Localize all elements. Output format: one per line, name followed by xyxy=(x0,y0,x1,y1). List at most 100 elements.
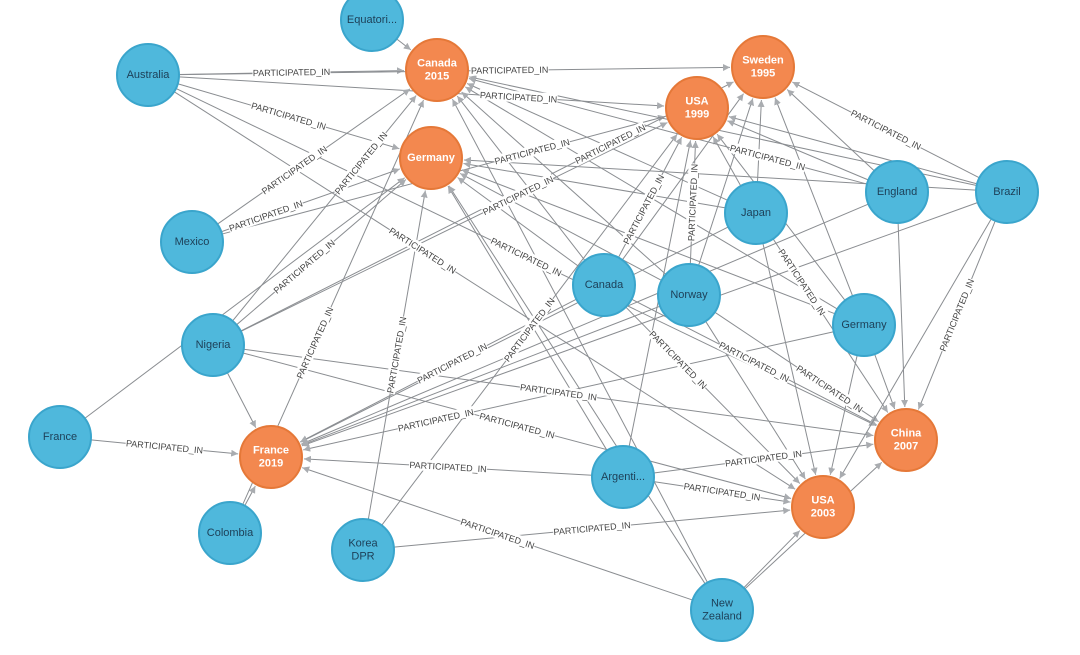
node-circle[interactable] xyxy=(340,0,404,52)
relationship-line[interactable] xyxy=(461,91,667,275)
team-node-france[interactable]: France xyxy=(28,405,92,469)
node-circle[interactable] xyxy=(591,445,655,509)
relationship-england-usa1999[interactable] xyxy=(727,120,869,181)
relationship-line[interactable] xyxy=(839,218,992,479)
team-node-norway[interactable]: Norway xyxy=(657,263,721,327)
relationship-brazil-usa2003[interactable] xyxy=(839,218,992,479)
relationship-line[interactable] xyxy=(451,98,708,583)
node-circle[interactable] xyxy=(975,160,1039,224)
relationship-nigeria-france2019[interactable] xyxy=(226,372,257,428)
team-node-koreadpr[interactable]: Korea DPR xyxy=(331,518,395,582)
relationship-germany-usa2003[interactable] xyxy=(828,355,858,475)
relationship-line[interactable] xyxy=(774,97,854,297)
relationship-line[interactable] xyxy=(173,91,796,490)
relationship-line[interactable] xyxy=(84,177,405,419)
relationship-line[interactable] xyxy=(396,38,412,51)
relationship-line[interactable] xyxy=(226,372,257,428)
relationship-japan-france2019[interactable] xyxy=(300,226,729,443)
relationship-canada-germanyT[interactable] xyxy=(457,177,580,268)
relationship-japan-canada2015[interactable] xyxy=(466,83,728,201)
node-circle[interactable] xyxy=(239,425,303,489)
relationship-line[interactable] xyxy=(463,161,726,209)
relationship-line[interactable] xyxy=(447,186,608,451)
node-circle[interactable] xyxy=(657,263,721,327)
relationship-germany-sweden1995[interactable] xyxy=(774,97,854,297)
relationship-nigeria-usa1999[interactable] xyxy=(240,122,668,332)
team-node-argentina[interactable]: Argenti... xyxy=(591,445,655,509)
team-node-equatorial[interactable]: Equatori... xyxy=(340,0,404,52)
relationship-line[interactable] xyxy=(466,83,728,201)
relationship-line[interactable] xyxy=(456,95,586,261)
team-node-mexico[interactable]: Mexico xyxy=(160,210,224,274)
node-circle[interactable] xyxy=(865,160,929,224)
node-circle[interactable] xyxy=(665,76,729,140)
node-circle[interactable] xyxy=(160,210,224,274)
relationship-line[interactable] xyxy=(448,185,706,585)
node-circle[interactable] xyxy=(116,43,180,107)
relationship-argentina-germanyT[interactable] xyxy=(447,186,608,451)
tournament-node-france2019[interactable]: France 2019 xyxy=(239,425,303,489)
relationship-japan-germanyT[interactable] xyxy=(463,161,726,209)
relationship-line[interactable] xyxy=(743,530,801,589)
tournament-node-usa1999[interactable]: USA 1999 xyxy=(665,76,729,140)
relationship-line[interactable] xyxy=(240,122,668,332)
relationship-norway-germanyT[interactable] xyxy=(459,173,662,281)
node-circle[interactable] xyxy=(832,293,896,357)
team-node-japan[interactable]: Japan xyxy=(724,181,788,245)
relationship-newzealand-usa2003[interactable] xyxy=(743,530,801,589)
relationship-line[interactable] xyxy=(786,89,875,172)
node-circle[interactable] xyxy=(181,313,245,377)
relationship-canada-canada2015[interactable] xyxy=(456,95,586,261)
relationship-england-sweden1995[interactable] xyxy=(786,89,875,172)
relationship-line[interactable] xyxy=(762,243,818,475)
team-node-canada[interactable]: Canada xyxy=(572,253,636,317)
relationship-japan-usa2003[interactable] xyxy=(762,243,818,475)
team-node-england[interactable]: England xyxy=(865,160,929,224)
node-circle[interactable] xyxy=(731,35,795,99)
team-node-newzealand[interactable]: New Zealand xyxy=(690,578,754,642)
node-circle[interactable] xyxy=(405,38,469,102)
relationship-france-germanyT[interactable] xyxy=(84,177,405,419)
node-circle[interactable] xyxy=(724,181,788,245)
relationship-line[interactable] xyxy=(459,173,662,281)
tournament-node-canada2015[interactable]: Canada 2015 xyxy=(405,38,469,102)
node-circle[interactable] xyxy=(399,126,463,190)
team-node-australia[interactable]: Australia xyxy=(116,43,180,107)
node-circle[interactable] xyxy=(690,578,754,642)
relationship-line[interactable] xyxy=(300,226,729,443)
node-circle[interactable] xyxy=(331,518,395,582)
relationship-line[interactable] xyxy=(756,99,765,183)
tournament-node-china2007[interactable]: China 2007 xyxy=(874,408,938,472)
node-circle[interactable] xyxy=(572,253,636,317)
relationship-brazil-france2019[interactable] xyxy=(301,202,979,447)
relationship-england-china2007[interactable] xyxy=(897,222,909,408)
node-circle[interactable] xyxy=(28,405,92,469)
node-circle[interactable] xyxy=(791,475,855,539)
tournament-node-sweden1995[interactable]: Sweden 1995 xyxy=(731,35,795,99)
relationship-newzealand-canada2015[interactable] xyxy=(451,98,708,583)
relationship-line[interactable] xyxy=(301,203,869,445)
relationship-line[interactable] xyxy=(457,177,580,268)
relationship-line[interactable] xyxy=(727,120,869,181)
relationship-germany-china2007[interactable] xyxy=(874,353,896,410)
team-node-brazil[interactable]: Brazil xyxy=(975,160,1039,224)
relationship-line[interactable] xyxy=(301,305,661,446)
relationship-equatorial-canada2015[interactable] xyxy=(396,38,412,51)
relationship-newzealand-germanyT[interactable] xyxy=(448,185,706,585)
relationship-australia-usa2003[interactable] xyxy=(173,91,796,490)
relationship-line[interactable] xyxy=(897,222,909,408)
team-node-nigeria[interactable]: Nigeria xyxy=(181,313,245,377)
relationship-norway-france2019[interactable] xyxy=(301,305,661,446)
relationship-line[interactable] xyxy=(828,355,858,475)
relationship-england-france2019[interactable] xyxy=(301,203,869,445)
node-circle[interactable] xyxy=(874,408,938,472)
relationship-japan-sweden1995[interactable] xyxy=(756,99,765,183)
relationship-line[interactable] xyxy=(301,202,979,447)
tournament-node-usa2003[interactable]: USA 2003 xyxy=(791,475,855,539)
relationship-line[interactable] xyxy=(728,115,978,185)
relationship-brazil-usa1999[interactable] xyxy=(728,115,978,185)
tournament-node-germanyT[interactable]: Germany xyxy=(399,126,463,190)
team-node-germany[interactable]: Germany xyxy=(832,293,896,357)
team-node-colombia[interactable]: Colombia xyxy=(198,501,262,565)
